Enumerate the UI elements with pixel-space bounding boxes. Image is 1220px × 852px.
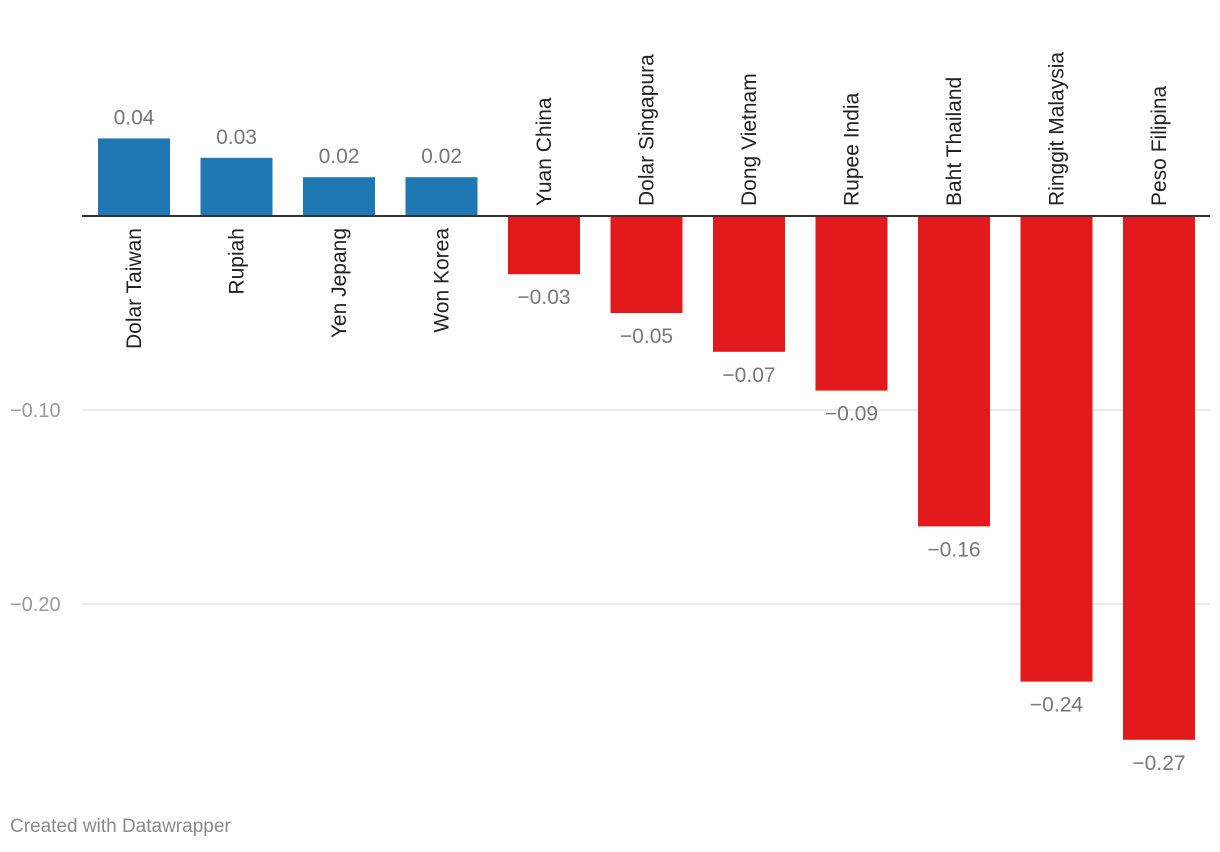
- bar-rupiah: [200, 157, 273, 216]
- value-label: −0.27: [1132, 752, 1185, 775]
- value-label: 0.04: [114, 106, 155, 129]
- value-label: 0.03: [216, 126, 257, 149]
- category-label: Yen Jepang: [328, 228, 351, 338]
- bar-dolar-taiwan: [98, 138, 170, 216]
- category-label: Yuan China: [533, 97, 556, 206]
- bar-peso-filipina: [1123, 216, 1195, 740]
- value-label: −0.05: [620, 325, 673, 348]
- labels: 0.04 Dolar Taiwan 0.03 Rupiah 0.02 Yen Jepang…: [114, 52, 1186, 775]
- bar-rupee-india: [815, 216, 888, 391]
- bars: [98, 138, 1195, 740]
- bar-ringgit-malaysia: [1020, 216, 1093, 682]
- bar-baht-thailand: [918, 216, 990, 527]
- bar-yuan-china: [508, 216, 580, 275]
- value-label: −0.03: [517, 286, 570, 309]
- value-label: −0.07: [722, 364, 775, 387]
- category-label: Ringgit Malaysia: [1046, 52, 1069, 206]
- category-label: Dong Vietnam: [738, 73, 761, 206]
- bar-yen-jepang: [303, 177, 375, 216]
- category-label: Peso Filipina: [1148, 85, 1171, 206]
- bar-dolar-singapura: [610, 216, 683, 313]
- category-label: Baht Thailand: [943, 77, 966, 206]
- value-label: −0.24: [1030, 694, 1083, 717]
- value-label: −0.16: [927, 538, 980, 561]
- category-label: Dolar Singapura: [636, 54, 659, 206]
- value-label: 0.02: [421, 145, 462, 168]
- footer-credit: Created with Datawrapper: [10, 816, 231, 837]
- bar-dong-vietnam: [713, 216, 785, 352]
- category-label: Rupiah: [226, 228, 249, 295]
- y-tick-label: −0.10: [10, 400, 61, 422]
- category-label: Dolar Taiwan: [123, 228, 146, 349]
- bar-won-korea: [405, 177, 478, 216]
- value-label: −0.09: [825, 403, 878, 426]
- value-label: 0.02: [319, 145, 360, 168]
- y-tick-label: −0.20: [10, 594, 61, 616]
- category-label: Won Korea: [431, 228, 454, 333]
- category-label: Rupee India: [841, 92, 864, 206]
